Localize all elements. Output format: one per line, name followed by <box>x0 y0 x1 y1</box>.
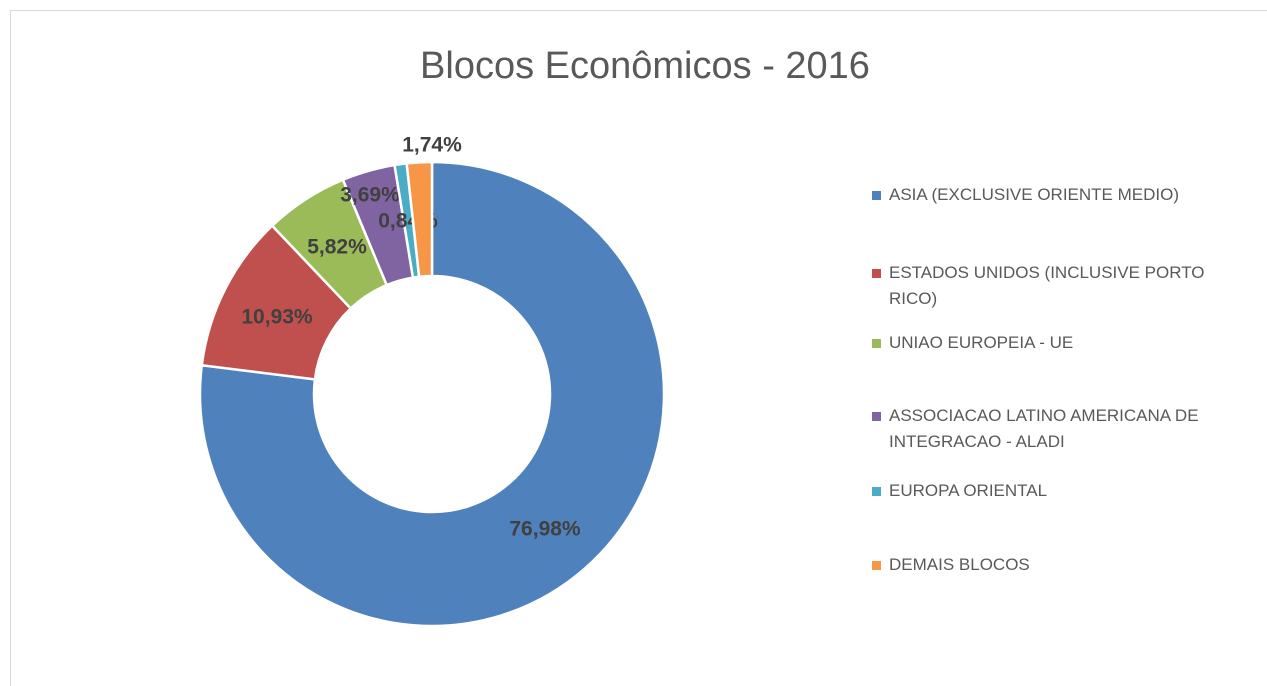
donut-slice <box>198 160 666 628</box>
data-label: 5,82% <box>307 236 367 259</box>
legend-swatch <box>872 191 881 200</box>
legend-item: EUROPA ORIENTAL <box>868 478 1253 504</box>
legend-item: UNIAO EUROPEIA - UE <box>868 330 1253 356</box>
legend-label: UNIAO EUROPEIA - UE <box>889 333 1074 352</box>
legend-item: ESTADOS UNIDOS (INCLUSIVE PORTO RICO) <box>868 260 1253 312</box>
legend-label: DEMAIS BLOCOS <box>889 555 1030 574</box>
legend-swatch <box>872 561 881 570</box>
data-label: 3,69% <box>340 184 400 207</box>
legend-swatch <box>872 269 881 278</box>
legend-label: ESTADOS UNIDOS (INCLUSIVE PORTO RICO) <box>889 263 1205 308</box>
legend-item: ASSOCIACAO LATINO AMERICANA DE INTEGRACA… <box>868 403 1253 455</box>
legend-label: ASSOCIACAO LATINO AMERICANA DE INTEGRACA… <box>889 406 1199 451</box>
legend-swatch <box>872 487 881 496</box>
chart-border <box>10 10 1267 686</box>
data-label: 76,98% <box>509 518 581 541</box>
legend-swatch <box>872 339 881 348</box>
donut-slice <box>405 160 434 279</box>
legend-label: ASIA (EXCLUSIVE ORIENTE MEDIO) <box>889 185 1180 204</box>
legend-item: DEMAIS BLOCOS <box>868 552 1253 578</box>
legend-label: EUROPA ORIENTAL <box>889 481 1048 500</box>
data-label: 10,93% <box>241 306 313 329</box>
chart-title: Blocos Econômicos - 2016 <box>420 45 870 87</box>
data-label: 1,74% <box>402 134 462 157</box>
legend-swatch <box>872 412 881 421</box>
legend-item: ASIA (EXCLUSIVE ORIENTE MEDIO) <box>868 182 1253 208</box>
